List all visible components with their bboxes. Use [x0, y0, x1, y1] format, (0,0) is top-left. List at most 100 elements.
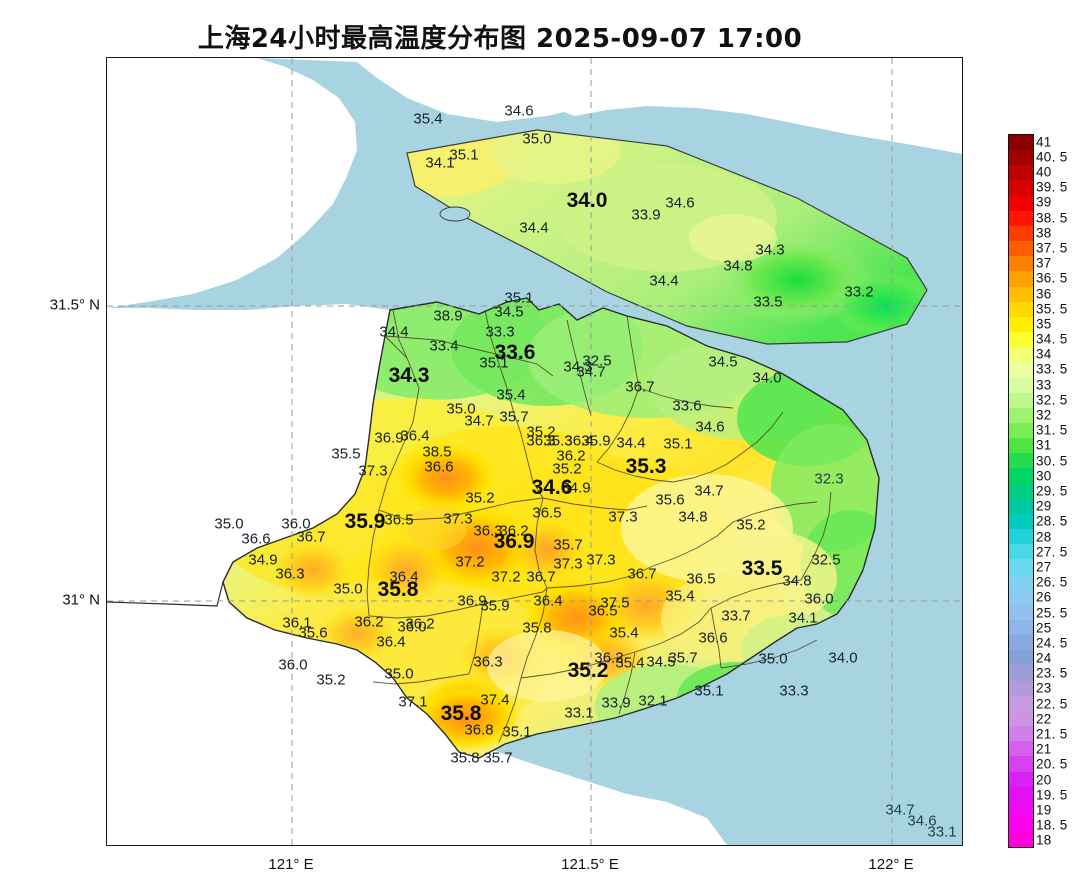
- colorbar-segment: [1009, 574, 1033, 590]
- colorbar-tick: 24: [1036, 650, 1052, 666]
- colorbar-segment: [1009, 332, 1033, 348]
- colorbar-segment: [1009, 392, 1033, 408]
- colorbar-tick: 21. 5: [1036, 726, 1068, 742]
- colorbar-tick: 31. 5: [1036, 422, 1068, 438]
- colorbar-segment: [1009, 513, 1033, 530]
- colorbar-tick: 34. 5: [1036, 331, 1068, 347]
- colorbar-segment: [1009, 635, 1033, 651]
- colorbar-segment: [1009, 286, 1033, 302]
- colorbar-segment: [1009, 377, 1033, 393]
- colorbar-tick: 18. 5: [1036, 817, 1068, 833]
- page-title: 上海24小时最高温度分布图 2025-09-07 17:00: [197, 24, 803, 54]
- colorbar-segment: [1009, 786, 1033, 802]
- colorbar-segment: [1009, 589, 1033, 605]
- colorbar-segment: [1009, 362, 1033, 378]
- latitude-tick-label: 31.5° N: [49, 296, 100, 314]
- colorbar-segment: [1009, 680, 1033, 696]
- colorbar-segment: [1009, 726, 1033, 742]
- colorbar-tick: 23: [1036, 680, 1052, 696]
- colorbar-segment: [1009, 241, 1033, 257]
- colorbar-tick: 19: [1036, 802, 1052, 818]
- colorbar-segment: [1009, 150, 1033, 166]
- colorbar-segment: [1009, 832, 1033, 848]
- colorbar-tick: 21: [1036, 741, 1052, 757]
- colorbar-segment: [1009, 256, 1033, 272]
- longitude-tick-label: 122° E: [868, 856, 914, 873]
- colorbar-segment: [1009, 665, 1033, 681]
- colorbar-tick: 24. 5: [1036, 635, 1068, 651]
- colorbar-segment: [1009, 180, 1033, 196]
- colorbar-segment: [1009, 195, 1033, 211]
- colorbar-tick: 32. 5: [1036, 392, 1068, 408]
- colorbar-tick: 25: [1036, 620, 1052, 636]
- colorbar-tick: 30: [1036, 468, 1052, 484]
- colorbar-tick: 40: [1036, 164, 1052, 180]
- colorbar-tick: 37: [1036, 255, 1052, 271]
- colorbar-tick: 34: [1036, 346, 1052, 362]
- colorbar-segment: [1009, 756, 1033, 772]
- colorbar-segment: [1009, 165, 1033, 181]
- colorbar-tick: 28. 5: [1036, 513, 1068, 529]
- colorbar-segment: [1009, 407, 1033, 423]
- colorbar-tick: 40. 5: [1036, 149, 1068, 165]
- colorbar-segment: [1009, 650, 1033, 666]
- colorbar-segment: [1009, 604, 1033, 620]
- colorbar-tick: 20: [1036, 772, 1052, 788]
- district-boundaries: [366, 309, 832, 743]
- colorbar-tick: 26: [1036, 589, 1052, 605]
- colorbar-segment: [1009, 225, 1033, 242]
- colorbar-segment: [1009, 529, 1033, 545]
- colorbar-tick: 27: [1036, 559, 1052, 575]
- colorbar-segment: [1009, 559, 1033, 575]
- colorbar-gradient: [1008, 134, 1034, 848]
- longitude-tick-label: 121° E: [268, 856, 314, 873]
- colorbar-tick: 22: [1036, 711, 1052, 727]
- colorbar-segment: [1009, 771, 1033, 787]
- colorbar-segment: [1009, 135, 1033, 151]
- colorbar-tick: 18: [1036, 832, 1052, 848]
- colorbar-segment: [1009, 710, 1033, 727]
- colorbar-segment: [1009, 741, 1033, 757]
- colorbar-tick: 32: [1036, 407, 1052, 423]
- colorbar-tick: 35: [1036, 316, 1052, 332]
- colorbar-segment: [1009, 498, 1033, 514]
- colorbar-legend: 41 40. 5 40 39. 5 39 38. 5 38 37. 5 37 36. 5 36 35.…: [1008, 134, 1078, 848]
- colorbar-tick: 37. 5: [1036, 240, 1068, 256]
- map-canvas[interactable]: 35.4 34.6 35.0 35.1 34.1 34.0 33.9 34.6 34.4 34.3…: [106, 57, 963, 846]
- colorbar-segment: [1009, 695, 1033, 711]
- colorbar-segment: [1009, 817, 1033, 833]
- colorbar-tick: 25. 5: [1036, 605, 1068, 621]
- colorbar-tick: 19. 5: [1036, 787, 1068, 803]
- colorbar-tick: 36: [1036, 286, 1052, 301]
- colorbar-tick: 35. 5: [1036, 301, 1068, 317]
- colorbar-tick: 39: [1036, 194, 1052, 210]
- colorbar-segment: [1009, 620, 1033, 636]
- colorbar-segment: [1009, 801, 1033, 818]
- colorbar-tick: 23. 5: [1036, 665, 1068, 681]
- colorbar-segment: [1009, 316, 1033, 333]
- colorbar-tick: 39. 5: [1036, 179, 1068, 195]
- colorbar-tick: 30. 5: [1036, 453, 1068, 469]
- latitude-tick-label: 31° N: [62, 591, 100, 609]
- colorbar-segment: [1009, 453, 1033, 469]
- colorbar-tick: 38: [1036, 225, 1052, 241]
- colorbar-segment: [1009, 468, 1033, 484]
- colorbar-tick: 26. 5: [1036, 574, 1068, 590]
- colorbar-tick: 38. 5: [1036, 210, 1068, 226]
- colorbar-segment: [1009, 347, 1033, 363]
- colorbar-tick: 28: [1036, 529, 1052, 545]
- colorbar-segment: [1009, 483, 1033, 499]
- colorbar-tick: 27. 5: [1036, 544, 1068, 560]
- colorbar-tick: 33. 5: [1036, 361, 1068, 377]
- colorbar-segment: [1009, 301, 1033, 317]
- colorbar-segment: [1009, 438, 1033, 454]
- colorbar-tick: 22. 5: [1036, 696, 1068, 712]
- colorbar-segment: [1009, 544, 1033, 560]
- temperature-field-svg: [107, 58, 962, 845]
- colorbar-tick: 20. 5: [1036, 756, 1068, 772]
- colorbar-tick: 29: [1036, 498, 1052, 514]
- colorbar-tick: 41: [1036, 134, 1052, 150]
- colorbar-tick: 36. 5: [1036, 270, 1068, 286]
- colorbar-tick-labels: 41 40. 5 40 39. 5 39 38. 5 38 37. 5 37 36. 5 36 35.…: [1036, 134, 1078, 848]
